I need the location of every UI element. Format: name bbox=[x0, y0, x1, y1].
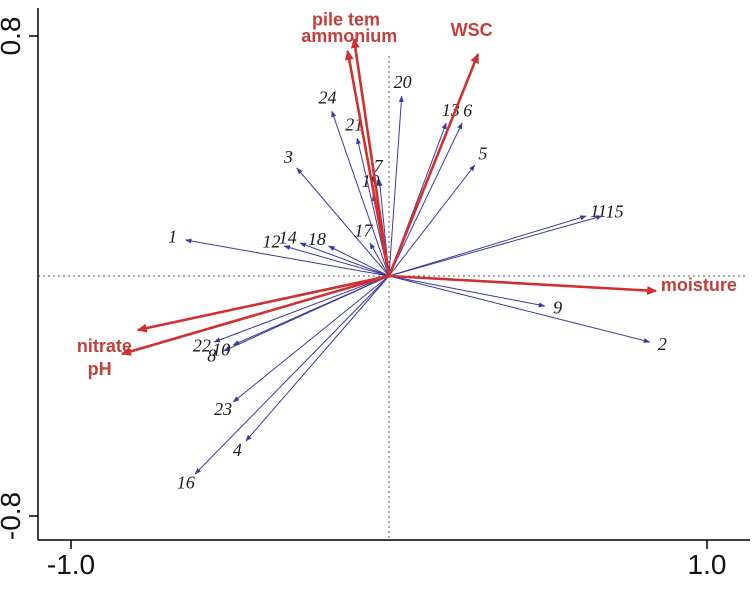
sample-label-22: 22 bbox=[193, 336, 211, 356]
sample-label-8: 8 bbox=[207, 345, 216, 365]
sample-arrow-10 bbox=[232, 275, 390, 346]
sample-label-20: 20 bbox=[394, 72, 412, 92]
sample-arrow-1 bbox=[184, 238, 390, 277]
sample-label-15: 15 bbox=[606, 201, 624, 221]
sample-label-16: 16 bbox=[177, 472, 195, 492]
sample-label-24: 24 bbox=[318, 88, 336, 108]
sample-arrow-9 bbox=[388, 275, 546, 308]
x-axis-tick-label: 1.0 bbox=[688, 549, 727, 580]
sample-arrow-15 bbox=[388, 215, 603, 277]
sample-label-1: 1 bbox=[168, 227, 177, 247]
sample-label-17: 17 bbox=[354, 221, 373, 241]
env-arrow-moisture bbox=[388, 274, 658, 295]
sample-label-6: 6 bbox=[463, 100, 472, 120]
sample-label-4: 4 bbox=[233, 440, 242, 460]
sample-arrow-6 bbox=[388, 122, 463, 277]
sample-label-3: 3 bbox=[283, 147, 293, 167]
env-label-moisture: moisture bbox=[661, 275, 737, 295]
sample-arrow-23 bbox=[232, 275, 390, 403]
sample-arrow-20 bbox=[388, 95, 404, 277]
sample-arrow-11 bbox=[388, 215, 587, 277]
sample-label-11: 11 bbox=[590, 201, 607, 221]
sample-arrow-24 bbox=[331, 110, 390, 277]
env-arrow-ph bbox=[120, 274, 390, 356]
x-axis-tick-label: -1.0 bbox=[47, 549, 95, 580]
env-arrow-nitrate bbox=[136, 274, 390, 333]
sample-label-13: 13 bbox=[442, 100, 460, 120]
sample-arrow-16 bbox=[194, 275, 390, 475]
sample-label-18: 18 bbox=[308, 229, 326, 249]
env-label-pile-tem: pile tem bbox=[312, 10, 380, 30]
sample-arrow-18 bbox=[328, 245, 390, 277]
sample-arrow-14 bbox=[299, 242, 390, 277]
sample-arrow-4 bbox=[245, 275, 390, 442]
sample-arrow-17 bbox=[369, 242, 390, 277]
sample-label-2: 2 bbox=[658, 334, 667, 354]
sample-label-7: 7 bbox=[374, 156, 384, 176]
env-label-ph: pH bbox=[88, 359, 112, 379]
sample-arrow-2 bbox=[388, 275, 651, 343]
sample-arrow-3 bbox=[296, 167, 390, 277]
env-label-ammonium: ammonium bbox=[301, 26, 397, 46]
env-arrow-wsc bbox=[387, 53, 480, 277]
y-axis-tick-label: -0.8 bbox=[0, 492, 26, 540]
sample-arrow-12 bbox=[283, 245, 390, 277]
env-arrow-pile-tem bbox=[350, 38, 391, 277]
sample-label-14: 14 bbox=[279, 227, 297, 247]
sample-label-10: 10 bbox=[212, 339, 230, 359]
sample-arrow-5 bbox=[388, 164, 476, 277]
env-arrow-ammonium bbox=[344, 50, 391, 277]
env-label-wsc: WSC bbox=[451, 20, 493, 40]
env-label-nitrate: nitrate bbox=[77, 336, 132, 356]
sample-label-9: 9 bbox=[553, 297, 562, 317]
sample-label-5: 5 bbox=[478, 144, 487, 164]
sample-label-21: 21 bbox=[345, 114, 363, 134]
sample-arrow-22 bbox=[213, 275, 390, 343]
sample-label-12: 12 bbox=[263, 231, 281, 251]
sample-label-23: 23 bbox=[214, 399, 232, 419]
y-axis-tick-label: 0.8 bbox=[0, 17, 26, 56]
